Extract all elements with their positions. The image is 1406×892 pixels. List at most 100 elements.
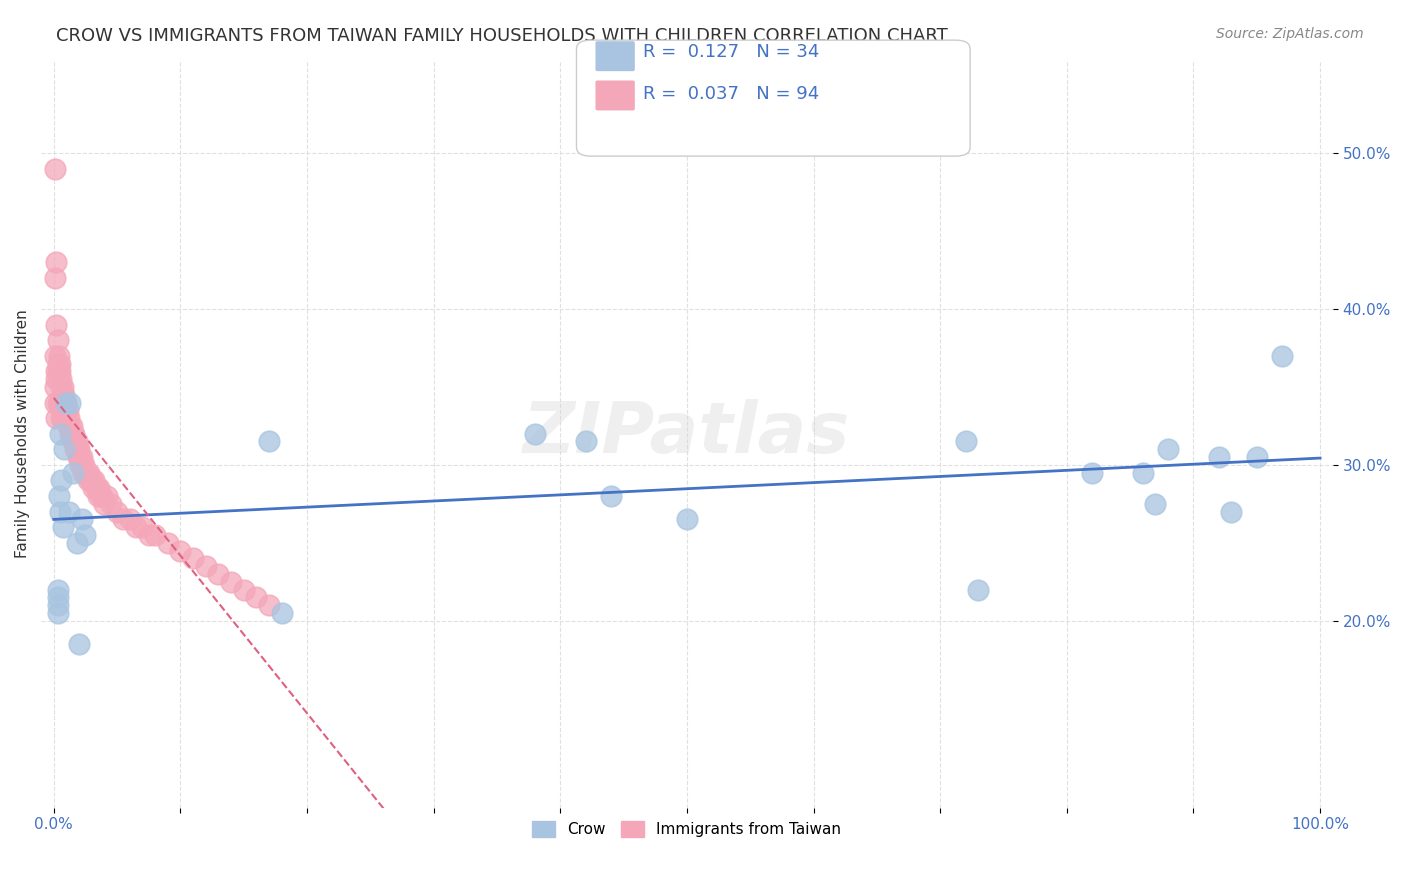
Text: R =  0.037   N = 94: R = 0.037 N = 94 bbox=[643, 85, 818, 103]
Point bbox=[67, 442, 90, 457]
Point bbox=[70, 458, 93, 472]
Point bbox=[219, 574, 242, 589]
Point bbox=[62, 426, 84, 441]
Point bbox=[49, 426, 72, 441]
Point bbox=[55, 395, 77, 409]
Point bbox=[60, 426, 83, 441]
Point bbox=[524, 426, 547, 441]
Point bbox=[86, 481, 108, 495]
Point bbox=[207, 566, 229, 581]
Point bbox=[75, 466, 97, 480]
Point bbox=[52, 442, 75, 457]
Point bbox=[100, 497, 122, 511]
Point bbox=[89, 481, 111, 495]
Point bbox=[80, 474, 103, 488]
Point bbox=[58, 505, 80, 519]
Point bbox=[46, 357, 69, 371]
Point bbox=[90, 489, 112, 503]
Point bbox=[967, 582, 990, 597]
Point bbox=[156, 535, 179, 549]
Point bbox=[59, 418, 82, 433]
Point bbox=[51, 395, 73, 409]
Point bbox=[46, 591, 69, 605]
Point bbox=[125, 520, 148, 534]
Point bbox=[257, 598, 280, 612]
Point bbox=[55, 403, 77, 417]
Point bbox=[93, 497, 115, 511]
Point bbox=[67, 450, 90, 464]
Point bbox=[69, 450, 91, 464]
Point bbox=[87, 489, 110, 503]
Point bbox=[77, 474, 100, 488]
Point bbox=[59, 395, 82, 409]
Point bbox=[56, 418, 79, 433]
Point bbox=[46, 598, 69, 612]
Point bbox=[1144, 497, 1167, 511]
Point bbox=[75, 528, 97, 542]
Point bbox=[169, 543, 191, 558]
Point bbox=[52, 395, 75, 409]
Text: R =  0.127   N = 34: R = 0.127 N = 34 bbox=[643, 43, 818, 61]
Text: Source: ZipAtlas.com: Source: ZipAtlas.com bbox=[1216, 27, 1364, 41]
Point bbox=[118, 512, 141, 526]
Point bbox=[51, 474, 73, 488]
Text: ZIPatlas: ZIPatlas bbox=[523, 400, 851, 468]
Point bbox=[52, 520, 75, 534]
Point bbox=[1208, 450, 1230, 464]
Point bbox=[51, 380, 73, 394]
Point bbox=[46, 333, 69, 347]
Point bbox=[46, 395, 69, 409]
Point bbox=[138, 528, 160, 542]
Point bbox=[63, 434, 86, 449]
Point bbox=[48, 489, 70, 503]
Point bbox=[49, 357, 72, 371]
Point bbox=[45, 255, 67, 269]
Point bbox=[73, 458, 96, 472]
Point bbox=[46, 606, 69, 620]
Point bbox=[53, 411, 76, 425]
Point bbox=[58, 418, 80, 433]
Point bbox=[143, 528, 166, 542]
Point bbox=[131, 520, 153, 534]
Point bbox=[65, 442, 87, 457]
Point bbox=[52, 387, 75, 401]
Point bbox=[45, 372, 67, 386]
Legend: Crow, Immigrants from Taiwan: Crow, Immigrants from Taiwan bbox=[524, 814, 849, 845]
Point bbox=[45, 411, 67, 425]
Point bbox=[49, 505, 72, 519]
Point bbox=[105, 505, 128, 519]
Point bbox=[194, 559, 217, 574]
Point bbox=[55, 395, 77, 409]
Point bbox=[45, 318, 67, 332]
Point bbox=[245, 591, 267, 605]
Point bbox=[65, 442, 87, 457]
Point bbox=[72, 458, 94, 472]
Point bbox=[52, 387, 75, 401]
Point bbox=[59, 426, 82, 441]
Point bbox=[53, 395, 76, 409]
Point bbox=[76, 466, 98, 480]
Point bbox=[49, 395, 72, 409]
Y-axis label: Family Households with Children: Family Households with Children bbox=[15, 310, 30, 558]
Point bbox=[56, 403, 79, 417]
Point bbox=[600, 489, 623, 503]
Point bbox=[44, 161, 66, 176]
Point bbox=[55, 411, 77, 425]
Point bbox=[1271, 349, 1294, 363]
Point bbox=[46, 582, 69, 597]
Point bbox=[51, 411, 73, 425]
Point bbox=[83, 474, 105, 488]
Point bbox=[65, 434, 87, 449]
Point bbox=[1132, 466, 1154, 480]
Point bbox=[52, 380, 75, 394]
Point bbox=[181, 551, 204, 566]
Point bbox=[575, 434, 598, 449]
Point bbox=[77, 466, 100, 480]
Point bbox=[84, 481, 107, 495]
Point bbox=[257, 434, 280, 449]
Point bbox=[1246, 450, 1268, 464]
Point bbox=[1157, 442, 1180, 457]
Point bbox=[676, 512, 699, 526]
Point bbox=[48, 372, 70, 386]
Point bbox=[60, 418, 83, 433]
